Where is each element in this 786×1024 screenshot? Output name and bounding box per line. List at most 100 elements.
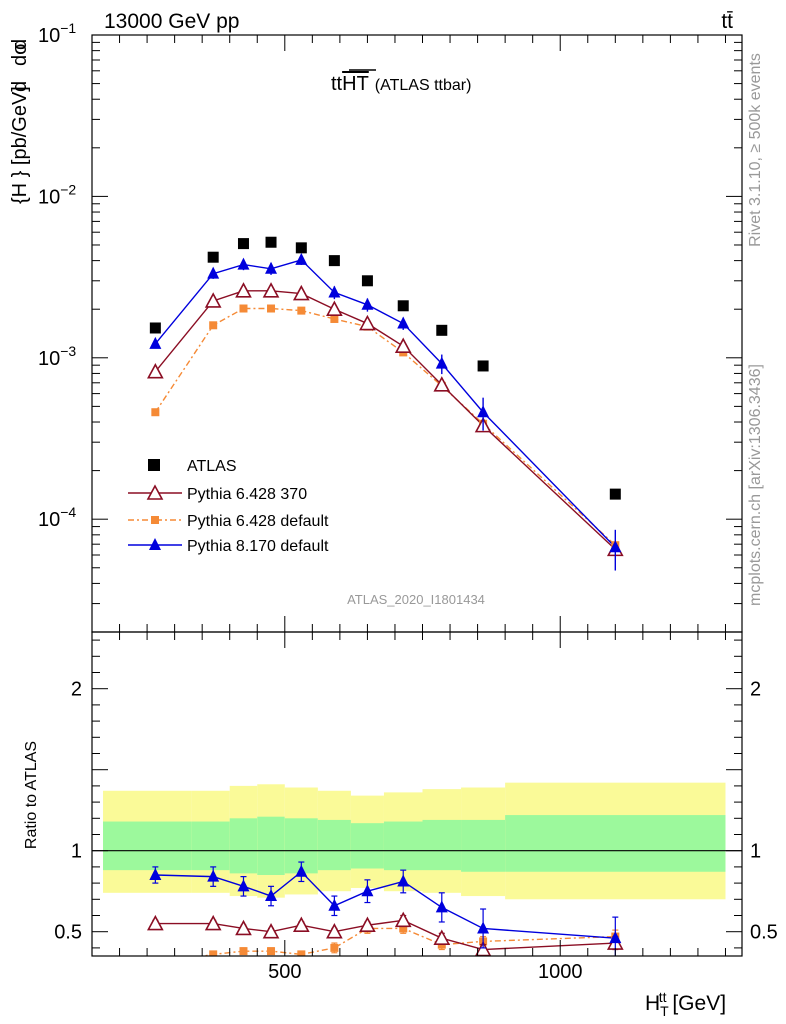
mcplots-label: mcplots.cern.ch [arXiv:1306.3436] xyxy=(747,364,764,606)
ratio-band-inner xyxy=(257,816,285,875)
plot-title-sub: (ATLAS ttbar) xyxy=(375,77,472,94)
x-axis-label: HTtt [GeV] xyxy=(645,989,726,1019)
ratio-point-p6-370 xyxy=(262,923,280,939)
ratio-band-inner xyxy=(229,818,258,874)
tick-mantissa: 10 xyxy=(38,509,60,531)
main-y-tick-label: 10−4 xyxy=(38,504,76,531)
main-line-p6-370 xyxy=(154,290,616,550)
main-point-atlas xyxy=(207,251,219,263)
ratio-point-p6-370 xyxy=(359,916,376,933)
legend-marker-p6-370 xyxy=(146,484,164,500)
ratio-line-p6-370 xyxy=(155,919,616,951)
main-point-atlas xyxy=(295,242,307,254)
main-plot-content xyxy=(147,236,624,571)
legend-marker-p8-default xyxy=(149,538,161,550)
ratio-axis-ticks xyxy=(92,632,742,956)
ratio-point-p6-370 xyxy=(433,929,451,945)
main-point-p6-370 xyxy=(359,314,376,331)
main-point-p6-370 xyxy=(433,376,451,392)
analysis-id: ATLAS_2020_I1801434 xyxy=(347,592,485,607)
main-point-atlas xyxy=(237,238,249,250)
main-point-p6-370 xyxy=(394,337,412,353)
main-point-atlas xyxy=(397,300,409,312)
ratio-point-p8-default xyxy=(328,898,341,911)
legend-marker-p6-default xyxy=(151,516,159,524)
ratio-panel-frame xyxy=(91,631,743,957)
ratio-point-p6-default xyxy=(239,947,248,956)
ratio-point-p8-default xyxy=(609,931,622,944)
y-label-dsigma: dσ xyxy=(9,42,31,66)
main-point-atlas xyxy=(477,360,489,372)
ratio-point-p8-default xyxy=(477,921,490,934)
main-point-p8-default xyxy=(435,356,448,369)
ratio-line-p6-default xyxy=(199,927,616,956)
main-point-p8-default xyxy=(397,316,410,329)
main-point-p8-default xyxy=(149,336,162,349)
ratio-y-tick-label-left: 0.5 xyxy=(54,922,82,944)
ratio-point-p6-default xyxy=(330,943,339,952)
main-line-p8-default xyxy=(154,259,616,548)
rivet-label: Rivet 3.1.10, ≥ 500k events xyxy=(747,53,764,247)
ratio-point-p6-default xyxy=(297,950,306,956)
main-point-p8-default xyxy=(609,540,622,553)
main-y-tick-label: 10−3 xyxy=(38,343,76,370)
legend-label-atlas: ATLAS xyxy=(187,458,237,475)
main-y-tick-label: 10−2 xyxy=(38,181,76,208)
main-point-p8-default xyxy=(361,297,374,310)
main-point-p6-370 xyxy=(204,292,222,308)
main-point-p6-default xyxy=(239,304,248,313)
main-point-p8-default xyxy=(295,252,308,265)
ratio-point-p8-default xyxy=(207,869,220,882)
ratio-y-tick-label-left: 2 xyxy=(71,679,82,701)
main-point-atlas xyxy=(149,322,161,334)
ratio-band-inner xyxy=(383,821,423,871)
ratio-y-axis-label: Ratio to ATLAS xyxy=(23,741,40,849)
tick-exponent: −3 xyxy=(60,343,76,359)
ratio-tick-labels: 500 1000 0.5 0.5 1 1 2 2 xyxy=(54,679,778,983)
legend: ATLAS Pythia 6.428 370 Pythia 6.428 defa… xyxy=(128,458,329,555)
y-label-d-bottom: d xyxy=(9,81,31,92)
ratio-point-p8-default xyxy=(149,868,162,880)
ratio-point-p6-370 xyxy=(204,914,222,931)
plot-title: ttHT (ATLAS ttbar) xyxy=(331,73,471,95)
ratio-point-p8-default xyxy=(397,874,410,887)
main-point-p8-default xyxy=(328,285,341,298)
plot-title-overline: HT xyxy=(342,73,369,95)
main-axis-ticks xyxy=(92,34,742,633)
legend-label-p8-default: Pythia 8.170 default xyxy=(187,538,329,555)
main-point-p8-default xyxy=(265,261,278,274)
ratio-y-tick-label-right: 0.5 xyxy=(750,922,778,944)
tick-mantissa: 10 xyxy=(38,348,60,370)
legend-marker-atlas xyxy=(148,459,160,471)
main-point-p6-default xyxy=(151,408,160,417)
ratio-point-p8-default xyxy=(361,884,374,897)
tick-exponent: −1 xyxy=(60,20,76,36)
ratio-point-p8-default xyxy=(295,864,308,877)
ratio-y-tick-label-right: 1 xyxy=(750,841,761,863)
main-point-p8-default xyxy=(237,257,250,270)
main-y-tick-label: 10−1 xyxy=(38,20,76,47)
main-point-p6-370 xyxy=(326,300,343,317)
main-point-atlas xyxy=(361,275,373,287)
ratio-band-inner xyxy=(505,815,726,872)
ratio-point-p6-default xyxy=(209,950,218,956)
main-panel: 10−110−210−310−4 ttHT (ATLAS ttbar) ATLAS… xyxy=(9,20,743,633)
tick-exponent: −2 xyxy=(60,181,76,197)
ratio-series-group xyxy=(147,861,624,956)
plot-title-main: tt xyxy=(331,73,343,95)
main-point-p6-370 xyxy=(292,284,310,301)
main-point-p6-default xyxy=(267,304,276,313)
main-point-atlas xyxy=(436,324,448,336)
process-label: tt̄ xyxy=(721,10,733,33)
ratio-plot-content xyxy=(92,782,742,956)
ratio-band-inner xyxy=(191,821,230,871)
ratio-point-p6-default xyxy=(267,947,276,956)
ratio-band-inner xyxy=(350,823,384,869)
main-point-p6-default xyxy=(297,306,306,315)
main-line-p6-default xyxy=(154,307,616,546)
ratio-y-tick-label-right: 2 xyxy=(750,679,761,701)
main-point-p6-370 xyxy=(147,363,164,379)
main-point-p8-default xyxy=(207,266,220,279)
legend-label-p6-default: Pythia 6.428 default xyxy=(187,513,329,530)
